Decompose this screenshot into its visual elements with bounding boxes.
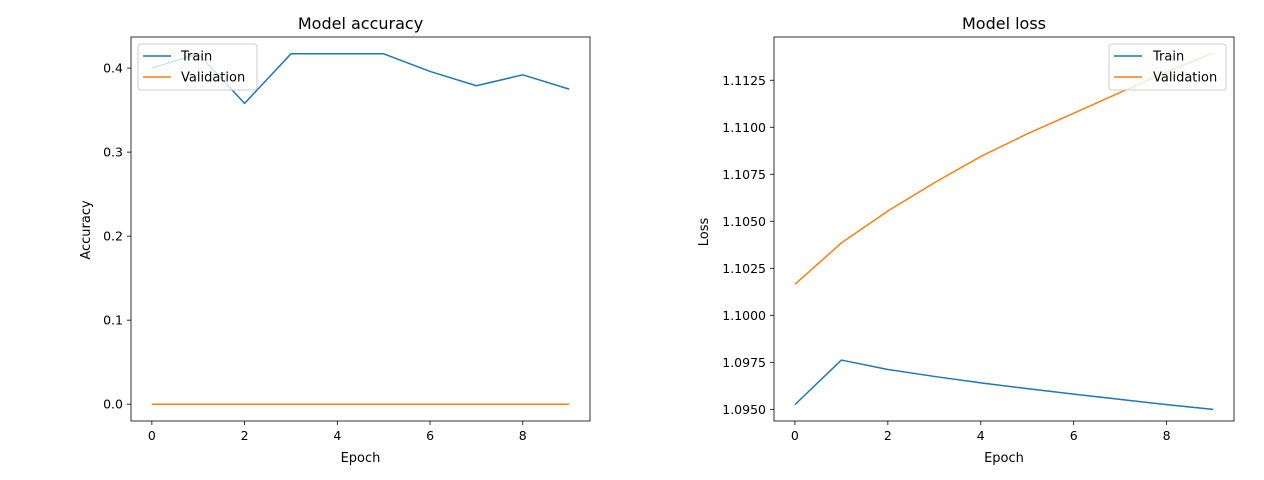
accuracy-x-axis-label: Epoch [341, 451, 381, 466]
loss-y-tick-label: 1.1025 [722, 261, 766, 276]
loss-x-tick-label: 4 [977, 428, 985, 443]
accuracy-x-tick-label: 6 [426, 428, 434, 443]
accuracy-legend-train-label: Train [180, 50, 212, 65]
accuracy-y-tick-label: 0.1 [103, 313, 123, 328]
loss-legend-validation-label: Validation [1153, 71, 1217, 86]
loss-legend: Train Validation [1109, 44, 1226, 90]
loss-y-tick-label: 1.1100 [722, 120, 766, 135]
accuracy-x-tick-label: 2 [241, 428, 249, 443]
loss-x-tick-label: 8 [1163, 428, 1171, 443]
loss-x-axis-label: Epoch [984, 451, 1024, 466]
accuracy-y-tick-label: 0.3 [103, 145, 123, 160]
loss-y-tick-label: 1.1000 [722, 308, 766, 323]
loss-y-tick-label: 1.1050 [722, 214, 766, 229]
accuracy-x-tick-label: 8 [519, 428, 527, 443]
accuracy-x-tick-label: 0 [148, 428, 156, 443]
loss-y-tick-label: 1.0975 [722, 355, 766, 370]
loss-x-tick-label: 6 [1070, 428, 1078, 443]
loss-x-tick-label: 0 [791, 428, 799, 443]
accuracy-y-axis-label: Accuracy [79, 200, 94, 260]
accuracy-y-tick-label: 0.0 [103, 397, 123, 412]
accuracy-y-tick-label: 0.4 [103, 61, 123, 76]
loss-y-tick-label: 1.0950 [722, 402, 766, 417]
loss-y-tick-label: 1.1075 [722, 167, 766, 182]
loss-chart-title: Model loss [962, 14, 1046, 33]
accuracy-y-tick-label: 0.2 [103, 229, 123, 244]
accuracy-chart-title: Model accuracy [298, 14, 423, 33]
accuracy-legend-validation-label: Validation [181, 71, 245, 86]
loss-y-tick-label: 1.1125 [722, 73, 766, 88]
loss-legend-train-label: Train [1152, 50, 1184, 65]
loss-x-tick-label: 2 [884, 428, 892, 443]
loss-y-axis-label: Loss [697, 218, 712, 247]
accuracy-x-tick-label: 4 [333, 428, 341, 443]
accuracy-legend: Train Validation [138, 44, 257, 90]
